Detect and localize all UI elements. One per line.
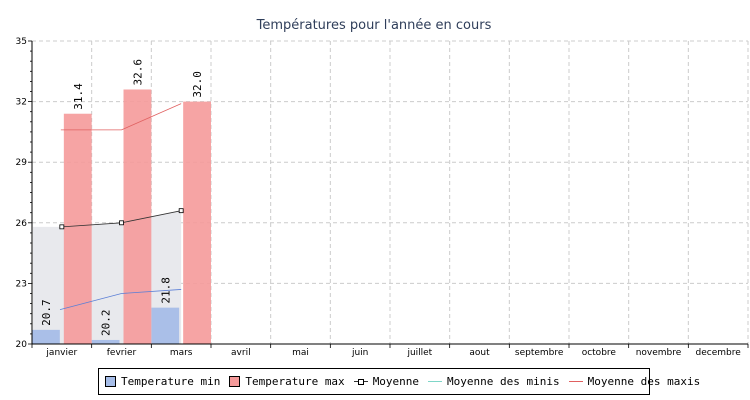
y-tick-label-20: 20 xyxy=(16,340,28,350)
legend-swatch-moyenne xyxy=(353,379,368,385)
data-labels: 20.7 20.2 21.8 31.4 32.6 32.0 xyxy=(40,59,204,336)
legend-label-moyenne-minis: Moyenne des minis xyxy=(447,375,560,388)
legend-item-moyenne: Moyenne xyxy=(353,375,420,388)
data-label-max-mars: 32.0 xyxy=(191,71,204,98)
x-tick-label-janvier: janvier xyxy=(45,348,77,358)
legend-label-temperature-min: Temperature min xyxy=(121,375,221,388)
data-label-max-fevrier: 32.6 xyxy=(131,59,144,86)
moyenne-marker-2 xyxy=(178,208,184,214)
x-tick-label-octobre: octobre xyxy=(582,348,617,358)
legend-swatch-temperature-max xyxy=(229,376,241,387)
chart-title: Températures pour l'année en cours xyxy=(256,18,492,33)
legend-swatch-moyenne-maxis xyxy=(568,381,583,382)
lines xyxy=(59,103,184,311)
data-label-min-mars: 21.8 xyxy=(159,277,172,304)
bar-max-fevrier xyxy=(123,89,152,344)
data-label-min-janvier: 20.7 xyxy=(40,299,53,326)
bar-min-janvier xyxy=(32,329,60,344)
x-tick-label-novembre: novembre xyxy=(636,348,682,358)
legend-label-moyenne: Moyenne xyxy=(372,375,420,388)
x-tick-label-decembre: decembre xyxy=(696,348,742,358)
x-tick-label-mars: mars xyxy=(170,348,193,358)
bar-max-mars xyxy=(183,101,211,344)
moyenne-marker-1 xyxy=(119,220,124,226)
bar-min-mars xyxy=(151,307,180,344)
y-tick-label-23: 23 xyxy=(16,279,27,289)
x-tick-label-fevrier: fevrier xyxy=(107,348,137,358)
legend-item-moyenne-maxis: Moyenne des maxis xyxy=(568,375,701,388)
bar-min-fevrier xyxy=(91,339,120,344)
y-tick-label-29: 29 xyxy=(16,158,28,168)
legend-swatch-temperature-min xyxy=(105,376,116,387)
data-label-min-fevrier: 20.2 xyxy=(100,309,113,336)
y-tick-label-26: 26 xyxy=(16,219,28,229)
y-tick-label-35: 35 xyxy=(16,37,27,47)
legend-item-moyenne-minis: Moyenne des minis xyxy=(428,375,560,388)
x-tick-label-aout: aout xyxy=(469,348,490,358)
legend-label-temperature-max: Temperature max xyxy=(245,375,345,388)
y-tick-label-32: 32 xyxy=(16,98,27,108)
legend: Temperature min Temperature max Moyenne … xyxy=(98,368,700,395)
data-label-max-janvier: 31.4 xyxy=(72,83,85,110)
x-tick-label-avril: avril xyxy=(231,348,251,358)
moyenne-marker-0 xyxy=(59,224,65,230)
bar-max-janvier xyxy=(63,113,92,344)
legend-item-temperature-min: Temperature min xyxy=(105,375,220,388)
grid xyxy=(32,40,749,345)
legend-label-moyenne-maxis: Moyenne des maxis xyxy=(587,375,701,388)
x-tick-label-septembre: septembre xyxy=(515,348,564,358)
legend-swatch-moyenne-minis xyxy=(428,381,443,382)
line-moyenne-maxis xyxy=(60,103,182,131)
line-moyenne-minis xyxy=(59,289,182,311)
axes: 20 23 26 29 32 35 janvier fevrier mars avril mai ju… xyxy=(16,37,749,358)
x-tick-label-mai: mai xyxy=(292,348,309,358)
bars xyxy=(32,89,211,344)
x-tick-label-juin: juin xyxy=(351,348,368,358)
legend-item-temperature-max: Temperature max xyxy=(229,375,345,388)
x-tick-label-juillet: juillet xyxy=(406,348,432,358)
